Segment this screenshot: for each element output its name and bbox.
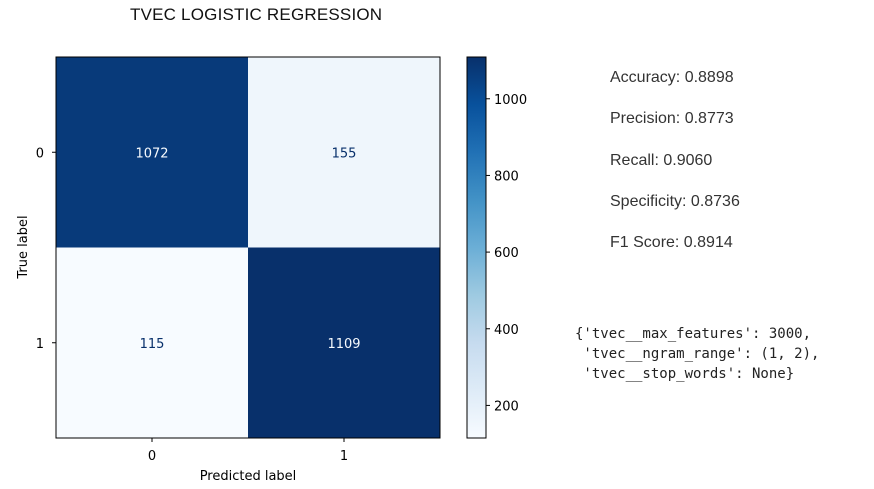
metric-specificity: Specificity: 0.8736 [610, 192, 740, 210]
params-line-1: {'tvec__max_features': 3000, [575, 326, 812, 342]
matrix-cell-0-0 [56, 57, 248, 248]
metric-accuracy: Accuracy: 0.8898 [610, 69, 734, 86]
params-line-2: 'tvec__ngram_range': (1, 2), [575, 346, 820, 362]
colorbar-tick-label-1: 400 [494, 323, 519, 338]
x-axis-label: Predicted label [200, 469, 297, 484]
metrics-panel: Accuracy: 0.8898 Precision: 0.8773 Recal… [610, 68, 740, 274]
chart-title: TVEC LOGISTIC REGRESSION [130, 5, 383, 24]
cell-value-label-0-0: 1072 [135, 146, 168, 161]
colorbar-tick-label-2: 600 [494, 246, 519, 261]
colorbar [466, 56, 487, 439]
params-line-3: 'tvec__stop_words': None} [575, 366, 795, 382]
metric-f1-score: F1 Score: 0.8914 [610, 234, 733, 252]
x-tick-label-1: 1 [340, 449, 348, 464]
matrix-cell-0-1 [248, 57, 440, 248]
colorbar-tick-label-0: 200 [494, 399, 519, 414]
y-axis-label: True label [16, 215, 31, 279]
cell-value-label-1-0: 115 [140, 337, 165, 352]
metric-precision: Precision: 0.8773 [610, 110, 734, 128]
y-tick-label-0: 0 [36, 146, 44, 161]
best-params-text: {'tvec__max_features': 3000, 'tvec__ngra… [575, 324, 819, 384]
metric-recall: Recall: 0.9060 [610, 151, 713, 169]
colorbar-tick-label-4: 1000 [494, 93, 527, 108]
matrix-cell-1-1 [248, 247, 440, 438]
cell-value-label-0-1: 155 [332, 146, 357, 161]
y-tick-label-1: 1 [36, 337, 44, 352]
x-tick-label-0: 0 [148, 449, 156, 464]
cell-value-label-1-1: 1109 [327, 337, 360, 352]
matrix-cell-1-0 [56, 247, 248, 438]
plot-frame [55, 56, 441, 439]
colorbar-tick-label-3: 800 [494, 169, 519, 184]
